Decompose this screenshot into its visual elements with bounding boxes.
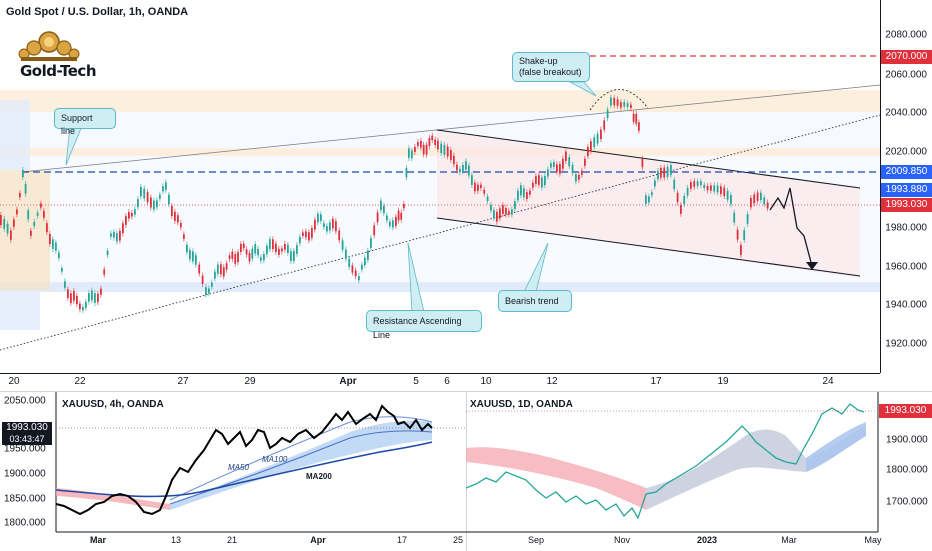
price-tick: 2040.000 (885, 107, 927, 119)
shakeup-callout-pointer (569, 81, 597, 97)
time-tick: 6 (444, 376, 450, 387)
time-tick: 12 (546, 376, 558, 387)
sub-4h-time: Apr (310, 535, 326, 545)
price-tick: 2020.000 (885, 146, 927, 158)
resistance-callout[interactable]: Resistance Ascending Line (366, 310, 482, 340)
ma100-label: MA100 (262, 455, 288, 464)
sub-4h-tick: 1900.000 (4, 468, 46, 480)
bearish-channel-bottom[interactable] (436, 217, 861, 277)
price-tick: 1980.000 (885, 222, 927, 234)
sub-4h-price-badge: 1993.030 (2, 422, 52, 434)
badge-1993-880: 1993.880 (881, 183, 932, 197)
sub-4h-time: 21 (226, 535, 238, 545)
sub-4h-time: 13 (170, 535, 182, 545)
main-chart[interactable]: Gold Spot / U.S. Dollar, 1h, OANDA Gold-… (0, 0, 880, 373)
bearish-trend-label: Bearish trend (505, 296, 559, 306)
sub-1d-time: Nov (613, 535, 631, 545)
time-tick: 27 (177, 376, 189, 387)
chart-title: Gold Spot / U.S. Dollar, 1h, OANDA (6, 6, 189, 18)
bearish-trend-callout[interactable]: Bearish trend (498, 290, 572, 312)
ma50-line (169, 416, 433, 501)
projection-arrowhead (806, 262, 818, 270)
sub-4h-time: 17 (396, 535, 408, 545)
ma200-line (55, 441, 433, 498)
sub-chart-4h[interactable]: XAUUSD, 4h, OANDA 2050.000 1950.000 1900… (0, 391, 467, 551)
sub-chart-4h-canvas (55, 392, 466, 533)
shakeup-callout[interactable]: Shake-up (false breakout) (512, 52, 590, 82)
shakeup-arc (589, 89, 649, 111)
sub-1d-tick: 1800.000 (886, 464, 928, 476)
sub-1d-time: Mar (781, 535, 797, 545)
price-tick: 2080.000 (885, 29, 927, 41)
main-candles (0, 94, 769, 314)
time-tick: 29 (244, 376, 256, 387)
price-tick: 2060.000 (885, 69, 927, 81)
sub-1d-title: XAUUSD, 1D, OANDA (470, 399, 573, 410)
price-tick: 1920.000 (885, 338, 927, 350)
sub-4h-tick: 1800.000 (4, 517, 46, 529)
coins-icon (18, 31, 80, 61)
sub-4h-tick: 2050.000 (4, 395, 46, 407)
time-tick: 20 (8, 376, 20, 387)
sub-4h-tick: 1950.000 (4, 443, 46, 455)
bearish-channel-top[interactable] (436, 129, 861, 189)
resistance-label: Resistance Ascending Line (373, 316, 462, 340)
time-tick: 5 (413, 376, 419, 387)
main-time-axis[interactable]: 20 22 27 29 Apr 5 6 10 12 17 19 24 (0, 373, 880, 391)
time-tick: 10 (480, 376, 492, 387)
sub-1d-price-badge: 1993.030 (879, 404, 932, 418)
sub-4h-time: 25 (452, 535, 464, 545)
bearish-channel-fill (437, 130, 860, 278)
price-tick: 1940.000 (885, 299, 927, 311)
support-line-callout[interactable]: Support line (54, 108, 116, 136)
time-tick: 19 (717, 376, 729, 387)
ma200-label: MA200 (306, 472, 332, 481)
price-tick: 1960.000 (885, 261, 927, 273)
projection-path (769, 187, 813, 267)
badge-2009: 2009.850 (881, 165, 932, 179)
sub-4h-title: XAUUSD, 4h, OANDA (62, 399, 164, 410)
time-tick: Apr (339, 376, 357, 387)
sub-chart-1d-canvas (466, 392, 879, 533)
sub-1d-tick: 1900.000 (886, 434, 928, 446)
support-line-label: Support line (61, 113, 93, 136)
resistance-ascending-line[interactable] (21, 84, 880, 173)
sub-1d-tick: 1700.000 (886, 496, 928, 508)
support-line[interactable] (0, 114, 880, 351)
time-tick: 22 (74, 376, 86, 387)
sub-4h-tick: 1850.000 (4, 493, 46, 505)
shakeup-label-1: Shake-up (519, 56, 558, 66)
badge-2070: 2070.000 (881, 50, 932, 64)
main-chart-canvas (0, 55, 880, 351)
sub-1d-time: May (864, 535, 882, 545)
time-tick: 24 (822, 376, 834, 387)
sub-4h-timer-badge: 03:43:47 (2, 434, 52, 445)
gold-tech-logo (18, 24, 80, 62)
price-path-4h (55, 404, 433, 516)
logo-text: Gold-Tech (20, 62, 97, 80)
sub-1d-price (466, 403, 865, 520)
sub-chart-1d[interactable]: XAUUSD, 1D, OANDA 1900.000 1800.000 1700… (466, 391, 932, 551)
shakeup-label-2: (false breakout) (519, 67, 582, 77)
ma50-label: MA50 (228, 463, 249, 472)
badge-1993-030: 1993.030 (881, 198, 932, 212)
sub-4h-time: Mar (89, 535, 107, 545)
sub-1d-time: Sep (527, 535, 545, 545)
sub-1d-time: 2023 (696, 535, 718, 545)
time-tick: 17 (650, 376, 662, 387)
